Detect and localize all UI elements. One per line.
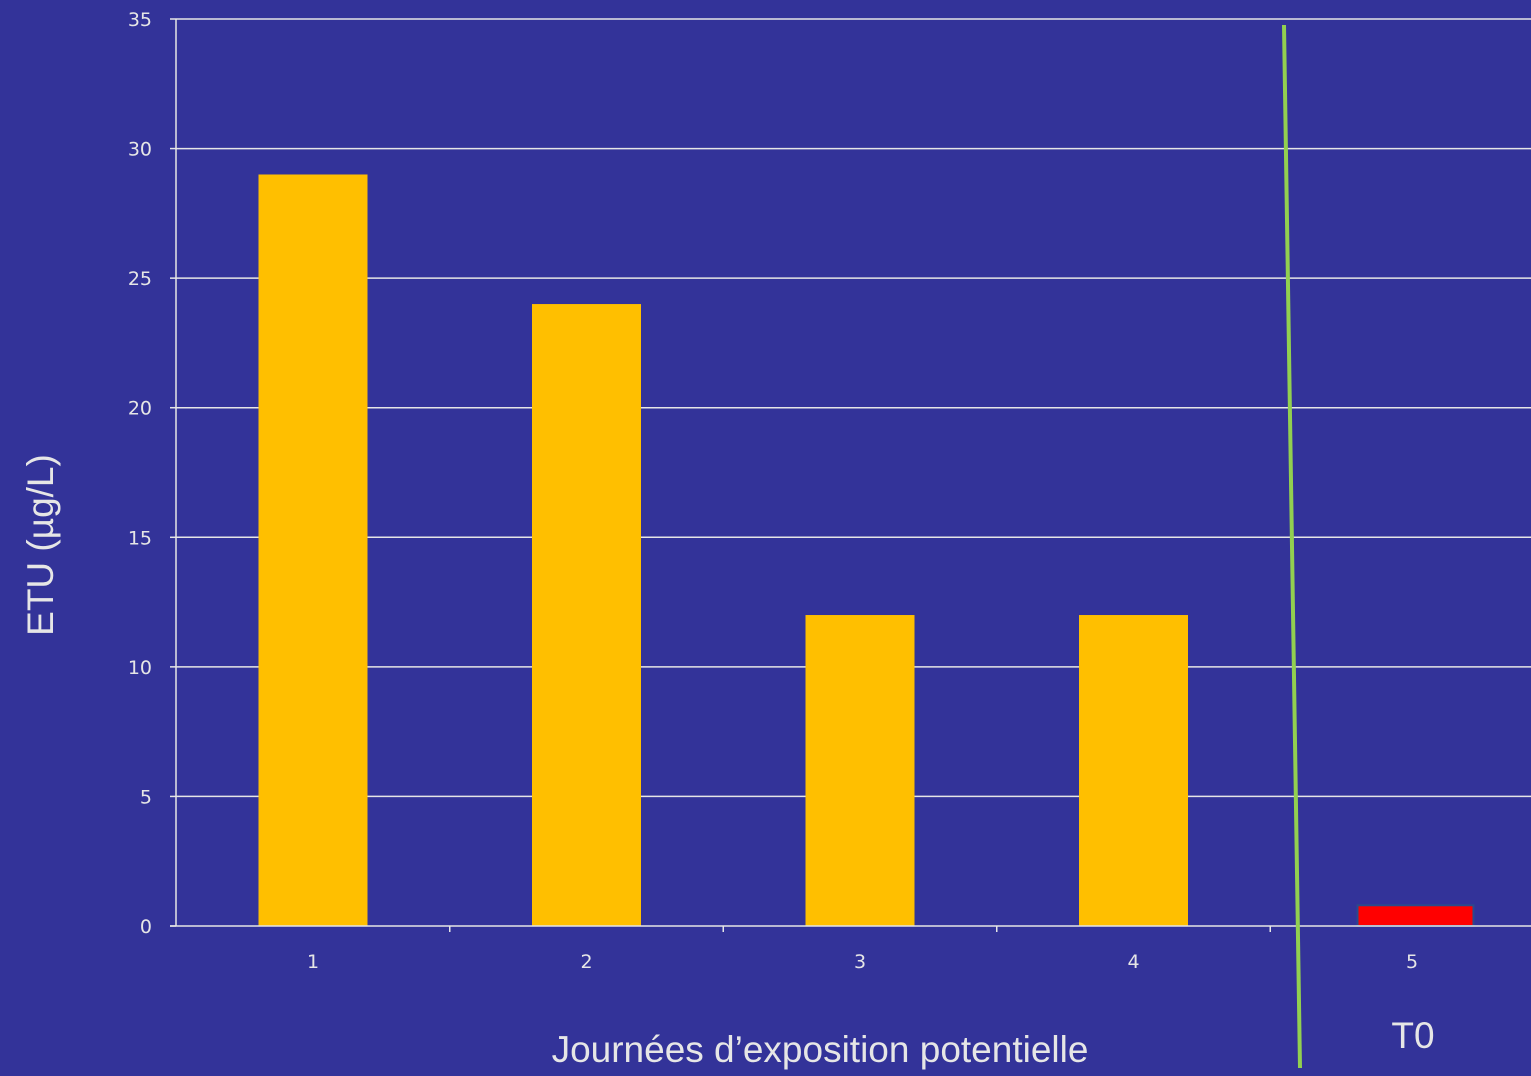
x-axis-title: Journées d’exposition potentielle <box>552 1029 1089 1070</box>
x-tick-label: 5 <box>1406 951 1418 973</box>
x-tick-label: 2 <box>580 951 592 973</box>
y-tick-label: 30 <box>128 139 152 161</box>
y-tick-label: 35 <box>128 9 152 31</box>
bar-5 <box>1356 904 1475 927</box>
y-axis-title: ETU (µg/L) <box>20 454 61 636</box>
y-tick-label: 25 <box>128 268 152 290</box>
x-tick-label: 1 <box>307 951 319 973</box>
y-tick-label: 15 <box>128 527 152 549</box>
axes <box>170 18 1531 932</box>
gridlines <box>176 18 1531 798</box>
bar-4 <box>1079 615 1188 926</box>
bars <box>258 174 1475 927</box>
bar-3 <box>805 615 915 926</box>
bar-1 <box>258 174 368 926</box>
t0-annotation: T0 <box>1391 1015 1434 1056</box>
y-tick-label: 10 <box>128 657 152 679</box>
x-tick-label: 4 <box>1127 951 1139 973</box>
y-tick-label: 5 <box>140 786 152 808</box>
t0-separator-line <box>1282 24 1302 1069</box>
y-tick-label: 0 <box>140 916 152 938</box>
y-tick-labels: 0 5 10 15 20 25 30 35 <box>128 9 152 938</box>
x-tick-labels: 1 2 3 4 5 <box>307 951 1418 973</box>
bar-2 <box>532 304 641 926</box>
y-tick-label: 20 <box>128 398 152 420</box>
x-tick-label: 3 <box>854 951 866 973</box>
